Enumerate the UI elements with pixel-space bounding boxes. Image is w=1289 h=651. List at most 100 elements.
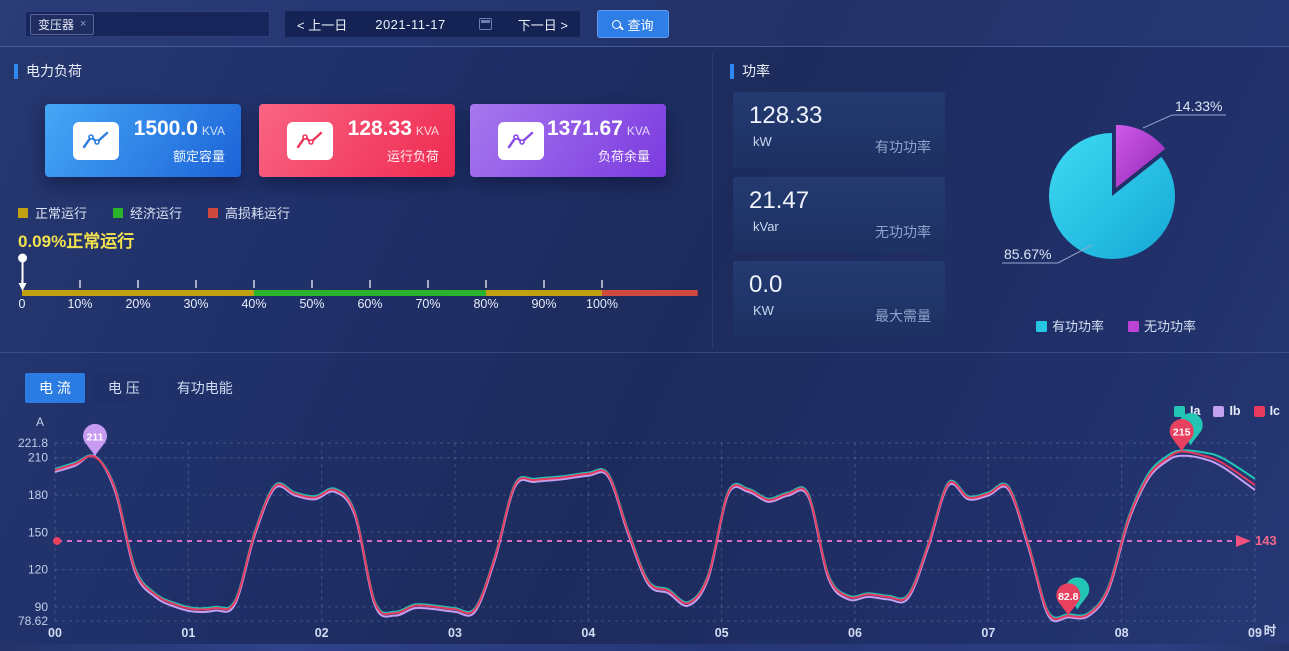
load-margin-unit: KVA <box>626 124 650 138</box>
query-label: 查询 <box>627 17 654 33</box>
series-legend-Ia[interactable]: Ia <box>1174 404 1200 418</box>
pie-pct-active: 85.67% <box>1004 246 1051 262</box>
tab-active-energy[interactable]: 有功电能 <box>162 373 247 403</box>
svg-text:70%: 70% <box>415 297 440 311</box>
tag-remove-icon[interactable]: × <box>80 18 87 30</box>
pie-legend-swatch-icon <box>1128 321 1139 332</box>
pie-legend-label: 无功功率 <box>1144 319 1196 334</box>
svg-text:04: 04 <box>581 626 595 640</box>
svg-text:10%: 10% <box>67 297 92 311</box>
svg-text:09: 09 <box>1248 626 1262 640</box>
pie-slice[interactable] <box>1115 124 1166 188</box>
bottom-edge <box>0 644 1289 651</box>
active-power-label: 有功功率 <box>875 139 931 155</box>
svg-text:00: 00 <box>48 626 62 640</box>
svg-text:82.8: 82.8 <box>1058 591 1079 603</box>
title-bar-icon <box>14 63 18 79</box>
series-swatch-icon <box>1174 405 1186 417</box>
rated-capacity-value: 1500.0 <box>133 117 198 140</box>
horizontal-divider <box>0 352 1289 353</box>
running-load-card: 128.33 KVA 运行负荷 <box>259 104 455 177</box>
svg-text:08: 08 <box>1115 626 1129 640</box>
svg-text:180: 180 <box>28 488 48 502</box>
pie-legend-swatch-icon <box>1036 321 1047 332</box>
series-legend: Ia Ib Ic <box>1174 404 1280 418</box>
legend-item-economic: 经济运行 <box>113 203 182 222</box>
reactive-power-value: 21.47 <box>749 187 810 214</box>
tab-current[interactable]: 电 流 <box>25 373 85 403</box>
load-section-title: 电力负荷 <box>14 61 82 81</box>
load-margin-card: 1371.67 KVA 负荷余量 <box>470 104 666 177</box>
pie-pct-reactive: 14.33% <box>1175 98 1222 114</box>
pie-legend-label: 有功功率 <box>1052 319 1104 334</box>
next-day-button[interactable]: 下一日 > <box>517 17 568 33</box>
svg-text:78.62: 78.62 <box>18 614 48 628</box>
title-bar-icon <box>730 63 734 79</box>
highloss-swatch-icon <box>208 207 219 218</box>
gauge-pointer <box>18 253 28 291</box>
svg-text:07: 07 <box>981 626 995 640</box>
svg-text:01: 01 <box>181 626 195 640</box>
normal-swatch-icon <box>18 207 28 218</box>
date-value[interactable]: 2021-11-17 <box>375 16 446 32</box>
max-demand-label: 最大需量 <box>875 308 931 324</box>
reactive-power-label: 无功功率 <box>875 224 931 240</box>
marker-min-ic: 82.8 <box>1056 583 1081 616</box>
legend-item-normal: 正常运行 <box>18 203 87 222</box>
svg-text:20%: 20% <box>125 297 150 311</box>
tab-voltage[interactable]: 电 压 <box>93 373 154 403</box>
svg-text:100%: 100% <box>586 297 618 311</box>
legend-item-highloss: 高损耗运行 <box>208 203 290 222</box>
active-power-unit: kW <box>753 134 772 149</box>
query-button[interactable]: 查询 <box>597 10 669 38</box>
load-margin-value: 1371.67 <box>546 117 623 140</box>
series-legend-Ic[interactable]: Ic <box>1253 404 1280 418</box>
series-Ic <box>54 450 1256 621</box>
average-line-label: 143 <box>1255 533 1277 548</box>
svg-text:50%: 50% <box>299 297 324 311</box>
running-load-value: 128.33 <box>347 117 412 140</box>
power-section-title-text: 功率 <box>742 63 770 79</box>
running-load-unit: KVA <box>415 124 439 138</box>
load-rate-status: 0.09%正常运行 <box>18 232 135 251</box>
y-axis-unit: A <box>36 415 44 429</box>
x-axis-unit: 时 <box>1264 623 1277 638</box>
average-line-arrow-icon <box>1236 534 1251 547</box>
topbar: 变压器 × < 上一日 2021-11-17 下一日 > 查询 <box>0 0 1289 47</box>
svg-text:03: 03 <box>448 626 462 640</box>
device-tag-label: 变压器 <box>38 17 75 32</box>
gauge-segment <box>602 290 698 296</box>
svg-text:215: 215 <box>1173 427 1191 439</box>
svg-text:06: 06 <box>848 626 862 640</box>
max-demand-stat: 0.0 KW 最大需量 <box>733 261 945 337</box>
series-swatch-icon <box>1213 405 1225 417</box>
search-icon <box>612 19 622 29</box>
power-pie-chart: 14.33% 85.67% 有功功率 无功功率 <box>1002 98 1226 334</box>
load-rate-gauge: 0 10% 20% 30% 40% 50% 60% 70% 80% 90% 100% <box>18 253 698 311</box>
reactive-power-stat: 21.47 kVar 无功功率 <box>733 177 945 253</box>
power-section-title: 功率 <box>730 61 770 81</box>
economic-swatch-icon <box>113 207 124 218</box>
svg-text:150: 150 <box>28 525 48 539</box>
device-filter-input[interactable]: 变压器 × <box>25 11 270 37</box>
series-legend-Ib[interactable]: Ib <box>1213 404 1241 418</box>
rated-capacity-unit: KVA <box>201 124 225 138</box>
chart-line-icon <box>73 121 119 160</box>
svg-text:30%: 30% <box>183 297 208 311</box>
calendar-icon[interactable] <box>478 18 492 30</box>
load-section-title-text: 电力负荷 <box>26 63 82 79</box>
reactive-power-unit: kVar <box>753 219 779 234</box>
svg-text:221.8: 221.8 <box>18 436 48 450</box>
pie-slice[interactable] <box>1049 133 1175 259</box>
svg-text:80%: 80% <box>473 297 498 311</box>
svg-text:40%: 40% <box>241 297 266 311</box>
svg-text:211: 211 <box>87 431 104 443</box>
rated-capacity-card: 1500.0 KVA 额定容量 <box>45 104 241 177</box>
gauge-segment <box>22 290 254 296</box>
prev-day-button[interactable]: < 上一日 <box>297 17 348 33</box>
rated-capacity-label: 额定容量 <box>172 149 225 164</box>
svg-text:0: 0 <box>19 297 26 311</box>
device-tag-chip[interactable]: 变压器 × <box>30 13 95 35</box>
